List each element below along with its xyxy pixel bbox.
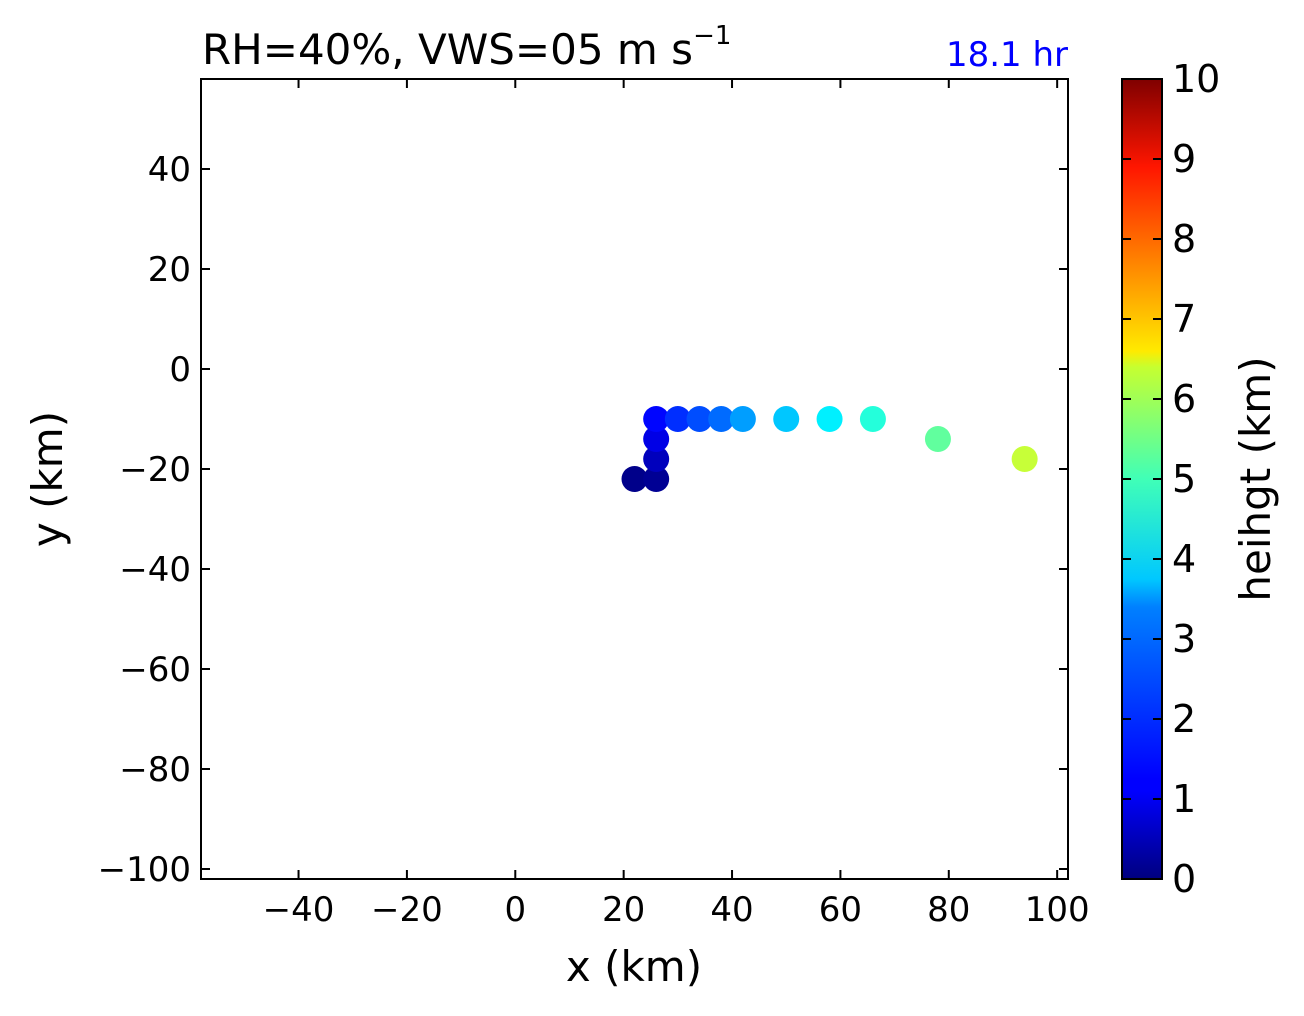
colorbar-tick-label: 6 [1172, 377, 1196, 421]
colorbar-tick-label: 3 [1172, 617, 1196, 661]
scatter-point [643, 446, 670, 472]
scatter-point [621, 466, 648, 492]
chart-title: RH=40%, VWS=05 m s−1 [202, 21, 731, 74]
y-tick-label: 20 [148, 250, 191, 290]
scatter-point [708, 406, 735, 432]
y-tick-label: −20 [119, 450, 191, 490]
x-axis-label: x (km) [566, 942, 702, 991]
scatter-point [773, 406, 800, 432]
y-tick-label: 40 [148, 150, 191, 190]
scatter-point [643, 426, 670, 452]
data-points [621, 406, 1038, 492]
scatter-point [643, 466, 670, 492]
x-tick-label: 20 [602, 890, 645, 930]
colorbar-tick-label: 5 [1172, 457, 1196, 501]
colorbar-tick-label: 1 [1172, 777, 1196, 821]
plot-area: −40 −20 0 20 40 60 80 100 −100 −80 −60 −40 −20 0 20 40 [98, 78, 1090, 930]
time-label: 18.1 hr [946, 35, 1068, 75]
scatter-point [729, 406, 756, 432]
x-tick-label: 40 [710, 890, 753, 930]
colorbar-tick-label: 4 [1172, 537, 1196, 581]
scatter-point [1011, 446, 1038, 472]
scatter-point [686, 406, 713, 432]
colorbar-tick-label: 0 [1172, 857, 1196, 901]
x-tick-label: 80 [927, 890, 970, 930]
colorbar: 0 1 2 3 4 5 6 7 8 9 10 heihgt (km) [1121, 57, 1280, 901]
colorbar-tick-label: 8 [1172, 217, 1196, 261]
y-tick-label: −100 [98, 850, 191, 890]
colorbar-tick-label: 10 [1172, 57, 1220, 101]
x-tick-label: −40 [263, 890, 335, 930]
scatter-point [816, 406, 843, 432]
scatter-point [924, 426, 951, 452]
x-axis-ticks: −40 −20 0 20 40 60 80 100 [263, 79, 1090, 930]
x-tick-label: 60 [819, 890, 862, 930]
plot-frame [200, 78, 1069, 880]
x-tick-label: −20 [371, 890, 443, 930]
x-tick-label: 0 [504, 890, 526, 930]
y-tick-label: −40 [119, 550, 191, 590]
scatter-point [664, 406, 691, 432]
y-axis-ticks: −100 −80 −60 −40 −20 0 20 40 [98, 150, 1068, 890]
colorbar-ticks: 0 1 2 3 4 5 6 7 8 9 10 [1122, 57, 1220, 901]
y-axis-label: y (km) [23, 411, 72, 547]
y-tick-label: −80 [119, 750, 191, 790]
y-tick-label: 0 [169, 350, 191, 390]
y-tick-label: −60 [119, 650, 191, 690]
colorbar-tick-label: 2 [1172, 697, 1196, 741]
colorbar-tick-label: 7 [1172, 297, 1196, 341]
x-tick-label: 100 [1025, 890, 1090, 930]
scatter-point [643, 406, 670, 432]
title-superscript: −1 [693, 21, 731, 51]
colorbar-label: heihgt (km) [1231, 356, 1280, 601]
colorbar-tick-label: 9 [1172, 137, 1196, 181]
scatter-point [859, 406, 886, 432]
